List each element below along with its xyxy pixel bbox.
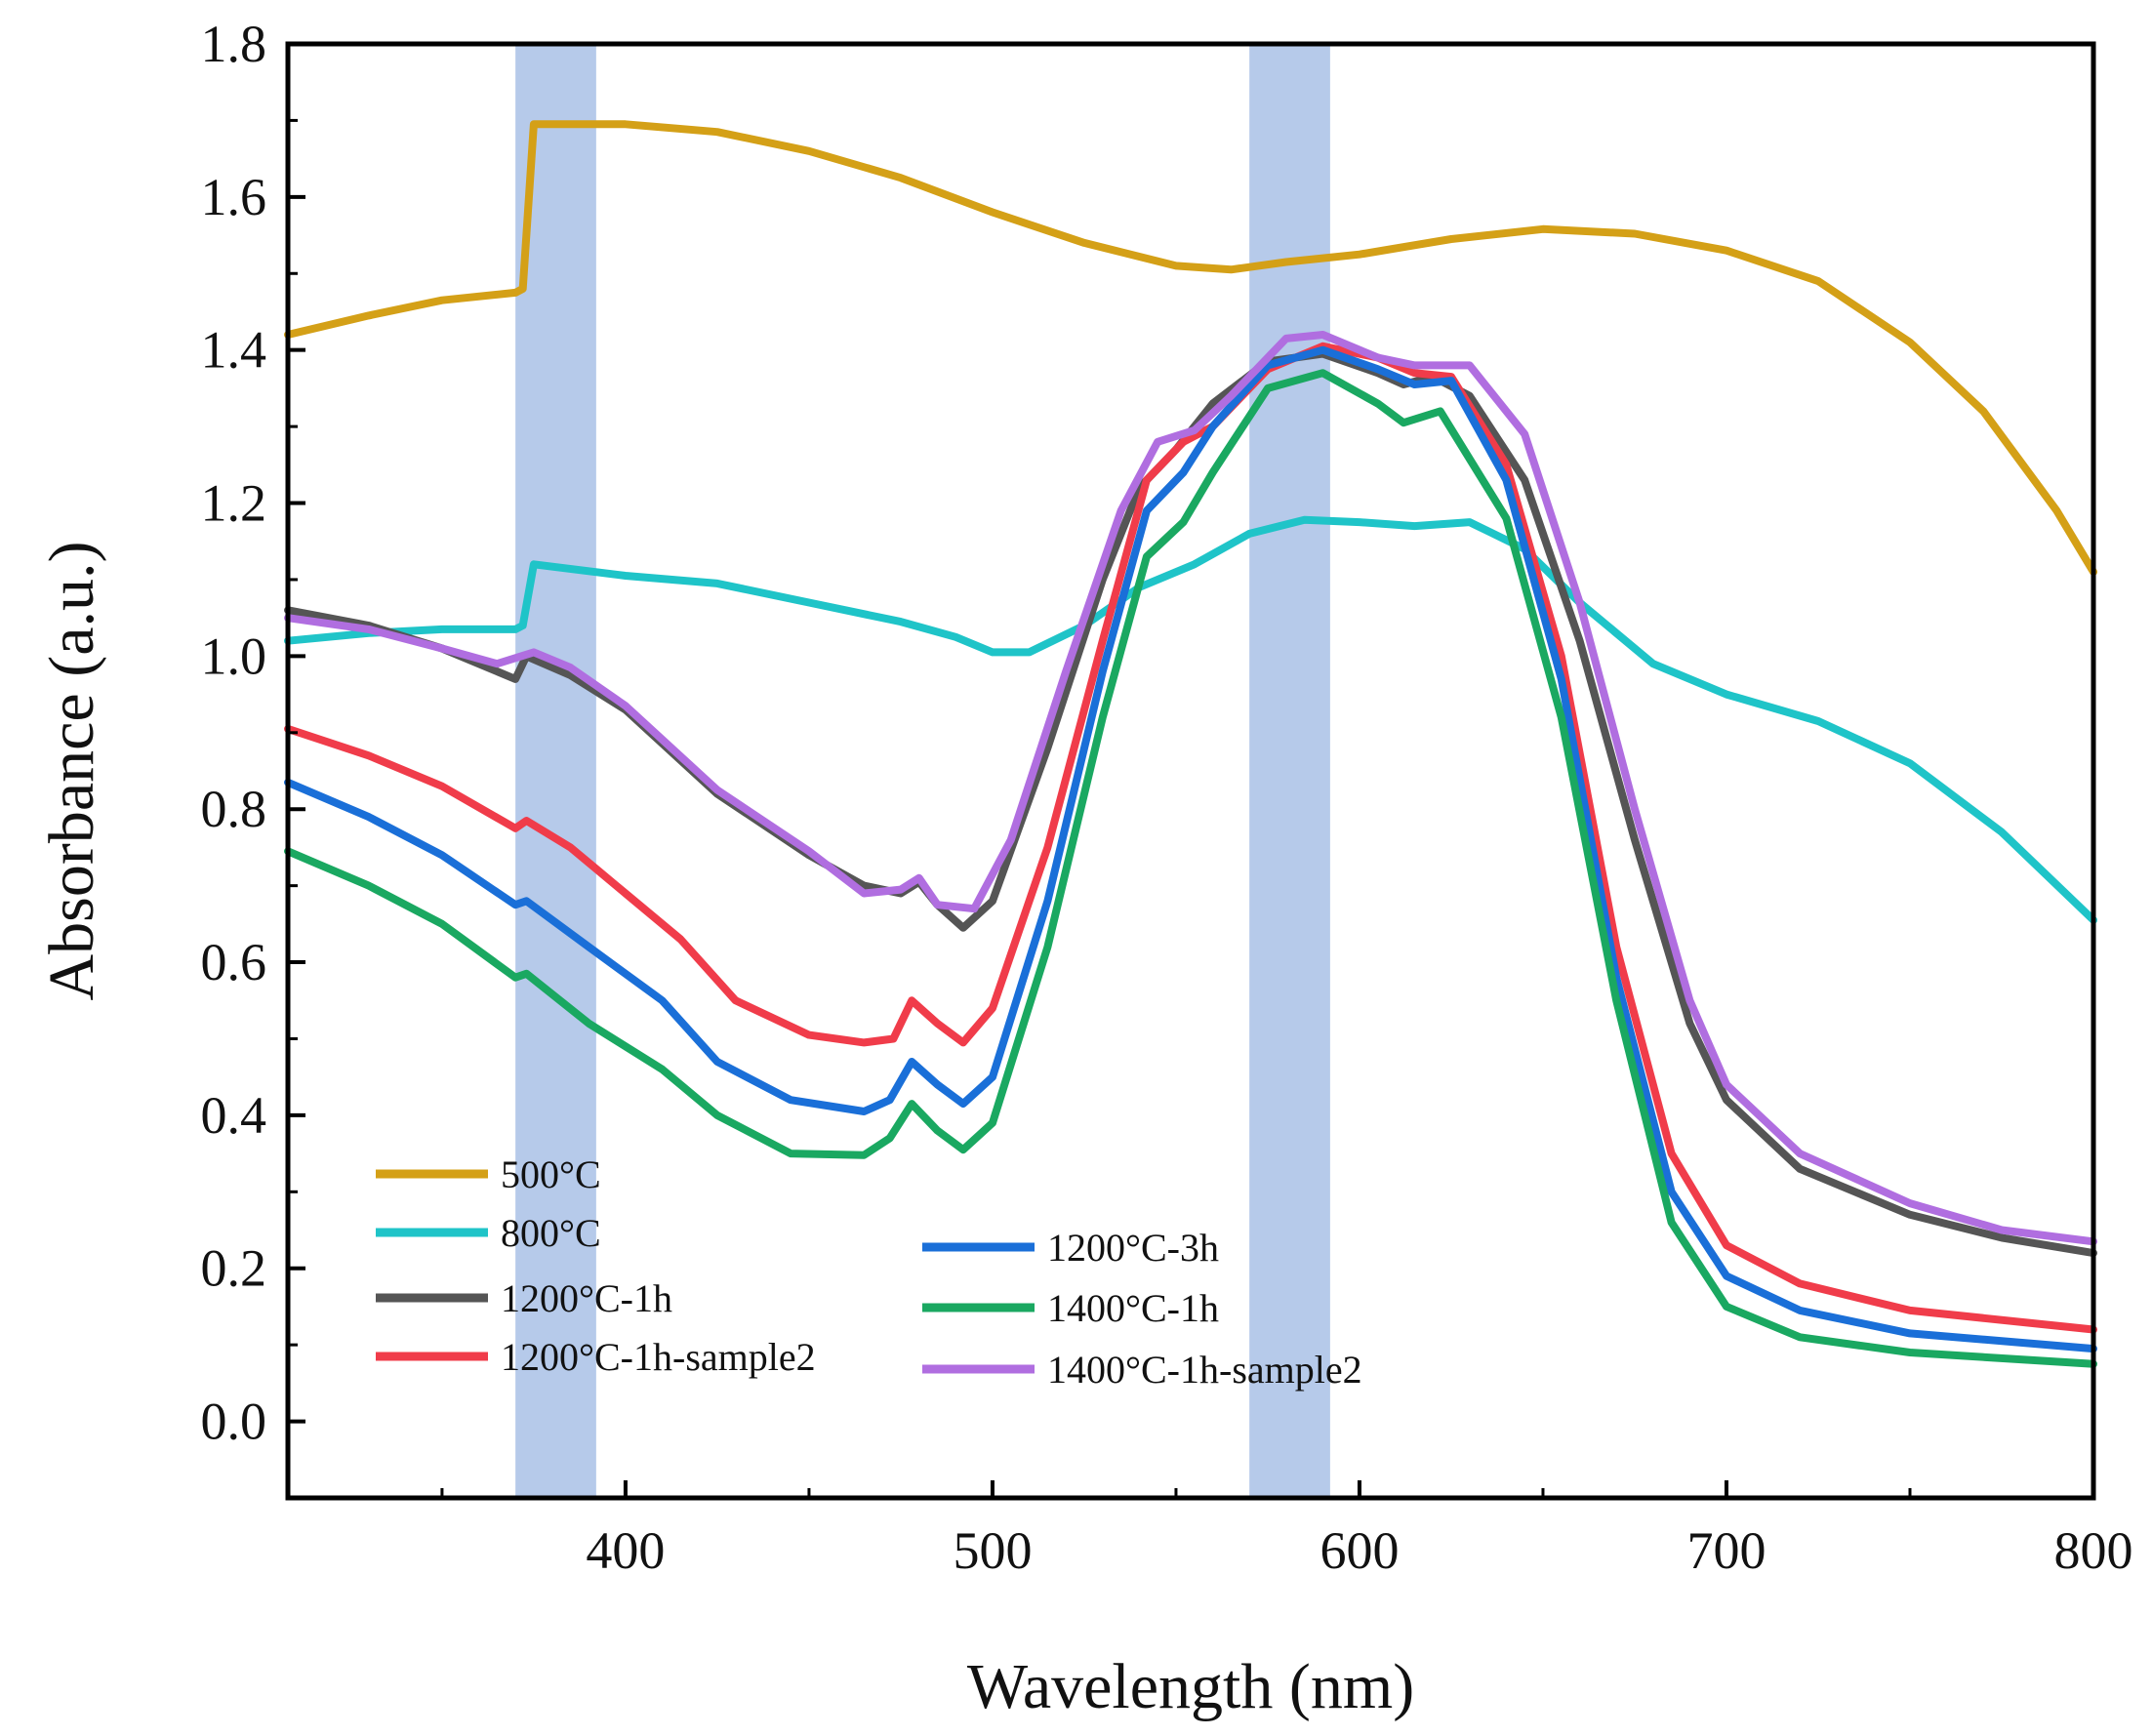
x-tick-label: 700	[1686, 1521, 1766, 1580]
legend-label-4: 1200°C-1h-sample2	[501, 1335, 816, 1379]
plot-frame	[285, 41, 2096, 1501]
legend-label-7: 1400°C-1h-sample2	[1047, 1348, 1362, 1392]
y-tick-label: 0.8	[201, 780, 267, 838]
legend-label-2: 800°C	[501, 1211, 601, 1255]
legend: 500°C 800°C 1200°C-1h 1200°C-1h-sample2 1200…	[376, 1152, 1362, 1392]
highlight-band-1	[515, 44, 596, 1498]
legend-label-6: 1400°C-1h	[1047, 1286, 1219, 1330]
series-line-4	[284, 342, 2097, 1334]
x-tick-label: 800	[2054, 1521, 2133, 1580]
series-line-5	[284, 345, 2097, 1353]
x-tick-label: 600	[1320, 1521, 1399, 1580]
y-axis-title: Absorbance (a.u.)	[36, 542, 107, 1001]
x-axis-title: Wavelength (nm)	[967, 1651, 1414, 1722]
y-tick-label: 1.6	[201, 168, 267, 226]
series-line-6	[284, 369, 2097, 1368]
y-tick-label: 0.6	[201, 933, 267, 991]
axis-ticks: 0.0 0.2 0.4 0.6 0.8 1.0 1.2 1.4 1.6 1.8 400 500 600 7…	[201, 15, 2133, 1580]
x-tick-label: 500	[953, 1521, 1032, 1580]
y-tick-label: 0.0	[201, 1393, 267, 1451]
highlight-band-2	[1249, 44, 1330, 1498]
highlight-bands	[515, 44, 1330, 1498]
y-tick-label: 1.0	[201, 626, 267, 685]
series-line-1	[284, 120, 2097, 577]
y-tick-label: 1.2	[201, 474, 267, 533]
y-tick-label: 1.8	[201, 15, 267, 73]
series-line-7	[284, 331, 2097, 1246]
x-tick-label: 400	[586, 1521, 665, 1580]
y-tick-label: 0.4	[201, 1086, 267, 1145]
y-tick-label: 0.2	[201, 1239, 267, 1298]
series-layer	[284, 120, 2097, 1368]
legend-label-3: 1200°C-1h	[501, 1276, 672, 1320]
y-tick-label: 1.4	[201, 321, 267, 380]
legend-label-5: 1200°C-3h	[1047, 1226, 1219, 1270]
series-line-3	[284, 349, 2097, 1258]
legend-label-1: 500°C	[501, 1152, 601, 1196]
